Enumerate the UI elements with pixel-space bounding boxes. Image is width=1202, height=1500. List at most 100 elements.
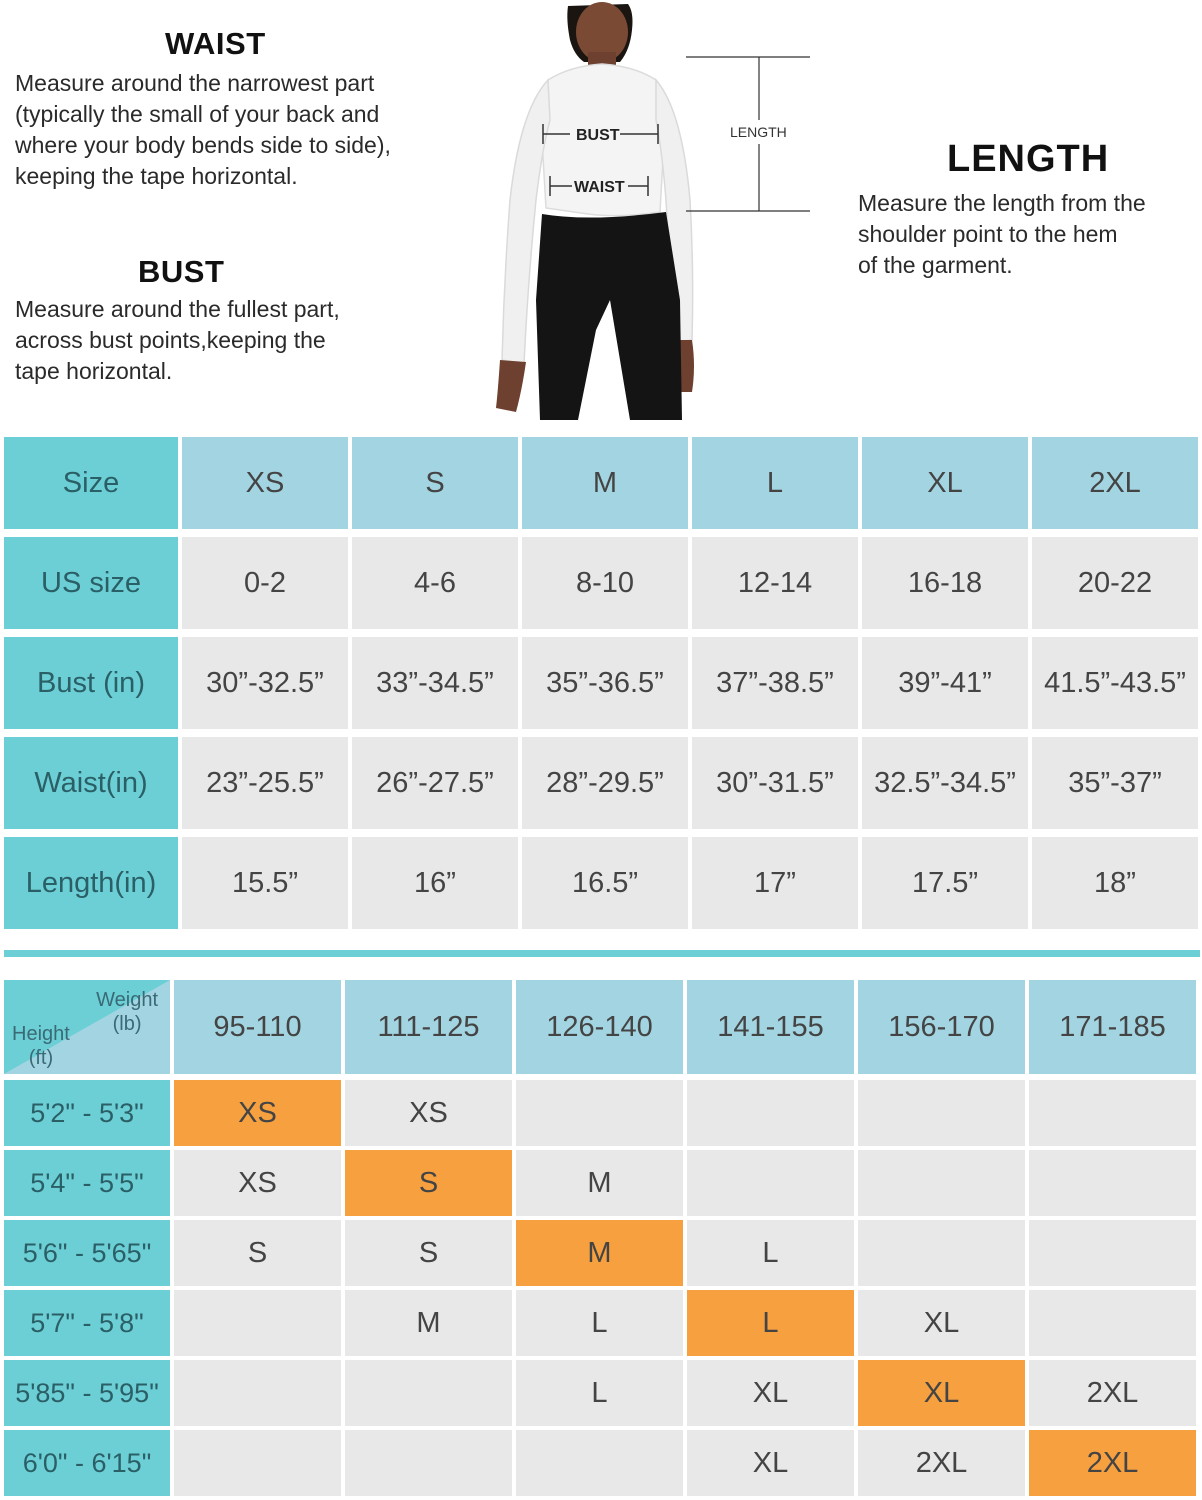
row-label: Bust (in) [4,637,178,729]
fit-size-cell [858,1080,1025,1146]
fit-table-row: 5'85" - 5'95" L XL XL 2XL [4,1360,1200,1426]
fit-size-cell [858,1220,1025,1286]
fit-size-cell [1029,1150,1196,1216]
fit-size-cell [516,1080,683,1146]
bust-heading: BUST [138,254,225,289]
size-table-row: Length(in) 15.5” 16” 16.5” 17” 17.5” 18” [4,837,1200,929]
size-value-cell: 20-22 [1032,537,1198,629]
size-value-cell: 4-6 [352,537,518,629]
weight-range: 141-155 [687,980,854,1074]
weight-range: 156-170 [858,980,1025,1074]
table-divider [4,950,1200,957]
size-value-cell: 16.5” [522,837,688,929]
waist-line: (typically the small of your back and [15,101,380,127]
size-value-cell: 8-10 [522,537,688,629]
weight-range: 95-110 [174,980,341,1074]
fit-table-row: 5'7" - 5'8" M L L XL [4,1290,1200,1356]
fit-size-cell: L [516,1360,683,1426]
fit-size-cell [1029,1290,1196,1356]
fit-size-cell: S [174,1220,341,1286]
height-label: Height [12,1023,70,1045]
size-header-cell: XS [182,437,348,529]
size-header-cell: 2XL [1032,437,1198,529]
size-table-row: Waist(in) 23”-25.5” 26”-27.5” 28”-29.5” 30”-… [4,737,1200,829]
size-value-cell: 30”-32.5” [182,637,348,729]
fit-size-cell: L [516,1290,683,1356]
height-range: 6'0" - 6'15" [4,1430,170,1496]
fit-size-cell [516,1430,683,1496]
length-description: Measure the length from the shoulder poi… [858,188,1193,281]
bust-line: Measure around the fullest part, [15,296,340,322]
waist-marker-label: WAIST [574,179,625,196]
size-value-cell: 30”-31.5” [692,737,858,829]
height-range: 5'85" - 5'95" [4,1360,170,1426]
weight-range: 126-140 [516,980,683,1074]
size-value-cell: 35”-37” [1032,737,1198,829]
recommended-size-cell: XS [174,1080,341,1146]
row-label: Size [4,437,178,529]
waist-heading: WAIST [165,26,266,61]
length-marker-label: LENGTH [730,124,787,140]
fit-size-cell [174,1430,341,1496]
height-weight-fit-table: Weight (lb) Height (ft) 95-110 111-125 1… [4,980,1200,1500]
fit-size-cell [858,1150,1025,1216]
height-axis-label: Height (ft) [12,1022,70,1070]
fit-size-cell: S [345,1220,512,1286]
fit-size-cell [345,1430,512,1496]
length-line: of the garment. [858,252,1013,278]
size-header-cell: S [352,437,518,529]
waist-line: Measure around the narrowest part [15,70,375,96]
length-line: shoulder point to the hem [858,221,1118,247]
weight-unit: (lb) [112,1013,142,1035]
height-range: 5'6" - 5'65" [4,1220,170,1286]
size-value-cell: 16” [352,837,518,929]
waist-line: where your body bends side to side), [15,132,391,158]
fit-header-row: Weight (lb) Height (ft) 95-110 111-125 1… [4,980,1200,1074]
bust-marker-label: BUST [576,127,620,144]
recommended-size-cell: S [345,1150,512,1216]
weight-axis-label: Weight (lb) [96,988,158,1036]
weight-range: 171-185 [1029,980,1196,1074]
row-label: Length(in) [4,837,178,929]
waist-line: keeping the tape horizontal. [15,163,298,189]
size-value-cell: 17” [692,837,858,929]
weight-label: Weight [96,989,158,1011]
size-value-cell: 15.5” [182,837,348,929]
size-value-cell: 12-14 [692,537,858,629]
fit-size-cell: XL [687,1360,854,1426]
fit-size-cell: XS [345,1080,512,1146]
bust-description: Measure around the fullest part, across … [15,294,415,387]
size-value-cell: 17.5” [862,837,1028,929]
size-measurement-table: Size XS S M L XL 2XL US size 0-2 4-6 8-10 12-14 16-1… [4,437,1200,937]
fit-table-row: 5'4" - 5'5" XS S M [4,1150,1200,1216]
row-label: US size [4,537,178,629]
size-value-cell: 41.5”-43.5” [1032,637,1198,729]
bust-line: across bust points,keeping the [15,327,326,353]
fit-size-cell: XL [687,1430,854,1496]
length-heading: LENGTH [947,138,1110,180]
height-range: 5'2" - 5'3" [4,1080,170,1146]
waist-description: Measure around the narrowest part (typic… [15,68,455,192]
size-value-cell: 39”-41” [862,637,1028,729]
size-table-row: Bust (in) 30”-32.5” 33”-34.5” 35”-36.5” 37”-… [4,637,1200,729]
size-table-row: US size 0-2 4-6 8-10 12-14 16-18 20-22 [4,537,1200,629]
recommended-size-cell: M [516,1220,683,1286]
size-value-cell: 26”-27.5” [352,737,518,829]
row-label: Waist(in) [4,737,178,829]
fit-size-cell: XS [174,1150,341,1216]
fit-size-cell: XL [858,1290,1025,1356]
fit-table-row: 5'6" - 5'65" S S M L [4,1220,1200,1286]
size-value-cell: 16-18 [862,537,1028,629]
fit-size-cell: 2XL [1029,1360,1196,1426]
bust-line: tape horizontal. [15,358,173,384]
height-unit: (ft) [28,1047,54,1069]
fit-size-cell [174,1290,341,1356]
fit-table-row: 5'2" - 5'3" XS XS [4,1080,1200,1146]
height-range: 5'4" - 5'5" [4,1150,170,1216]
recommended-size-cell: XL [858,1360,1025,1426]
weight-range: 111-125 [345,980,512,1074]
recommended-size-cell: L [687,1290,854,1356]
model-figure: BUST WAIST LENGTH [496,2,810,420]
fit-size-cell [687,1150,854,1216]
size-header-cell: M [522,437,688,529]
